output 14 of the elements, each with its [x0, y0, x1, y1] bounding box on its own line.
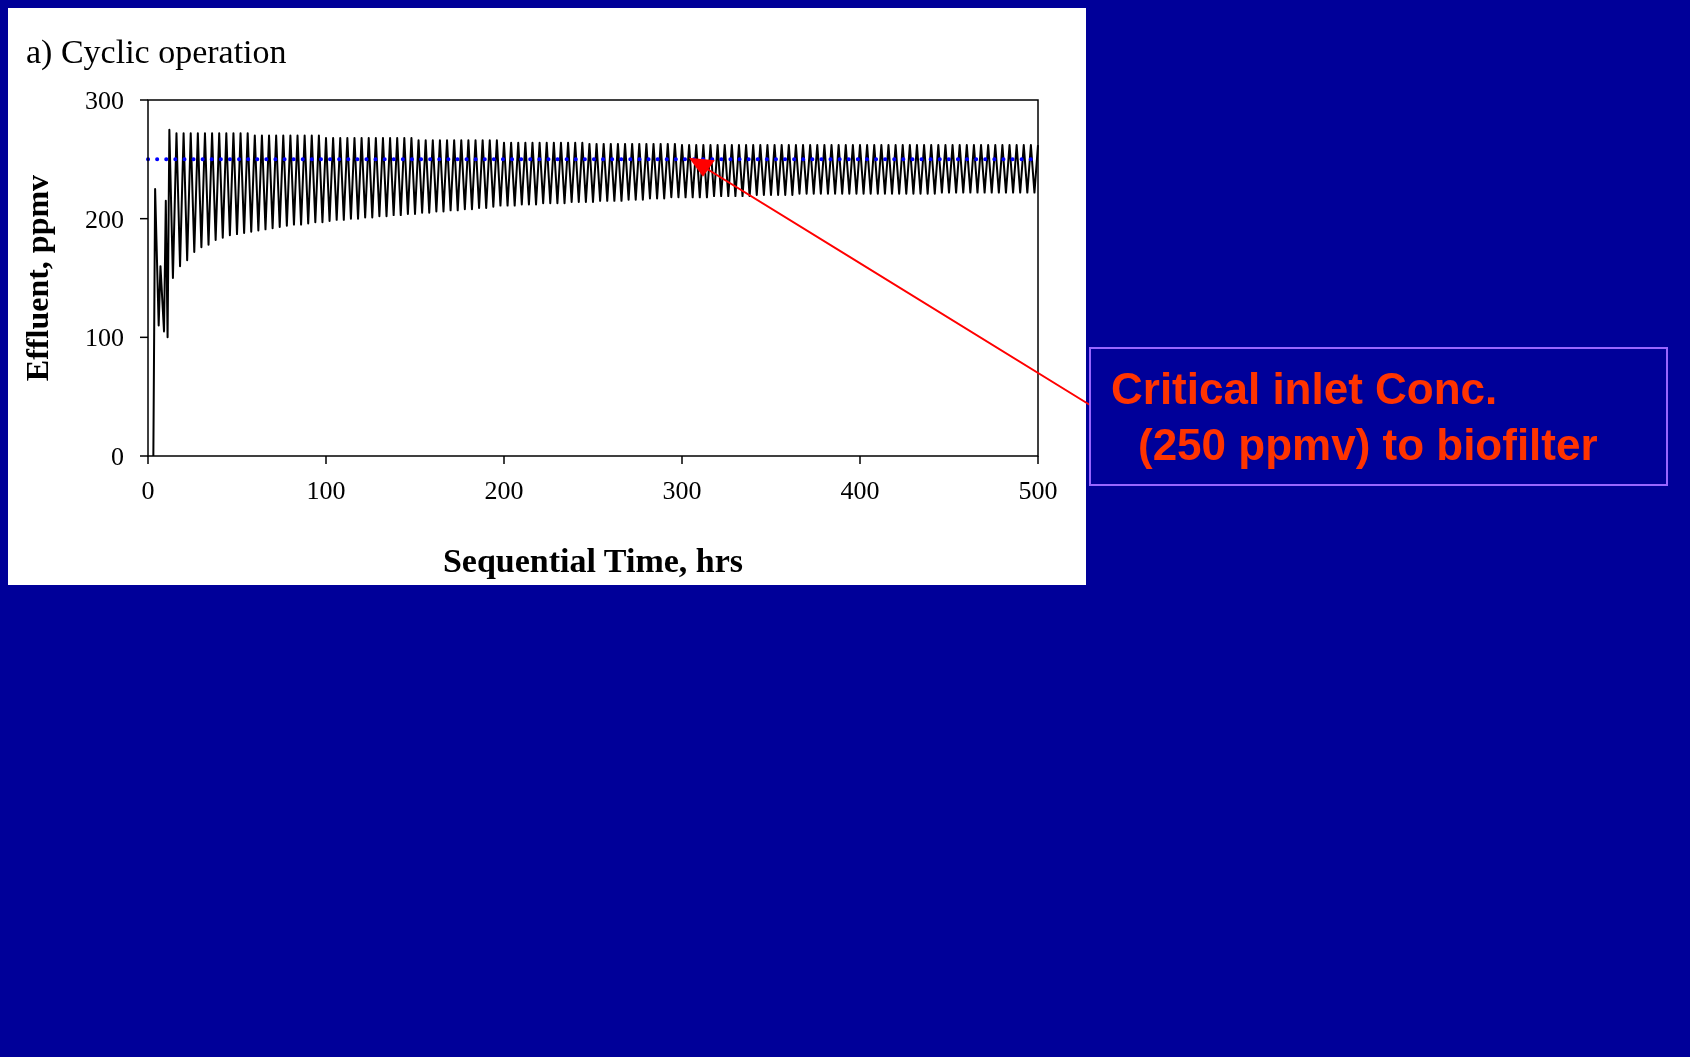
- x-axis-title: Sequential Time, hrs: [442, 542, 744, 579]
- y-tick-label: 0: [111, 442, 124, 472]
- x-tick-label: 500: [1018, 476, 1058, 505]
- x-tick-label: 100: [306, 476, 346, 505]
- x-tick-label: 300: [662, 476, 702, 505]
- x-tick-label: 400: [840, 476, 880, 505]
- y-tick-label: 100: [85, 323, 124, 353]
- x-tick-label: 200: [484, 476, 524, 505]
- y-tick-label: 200: [85, 204, 124, 234]
- y-tick-label: 300: [85, 86, 124, 116]
- y-axis-title: Effluent, ppmv: [19, 174, 55, 382]
- x-tick-label: 0: [141, 476, 155, 505]
- chart-title: a) Cyclic operation: [26, 33, 287, 71]
- text: Critical inlet Conc. (250 ppmv) to biofilter: [1111, 364, 1598, 469]
